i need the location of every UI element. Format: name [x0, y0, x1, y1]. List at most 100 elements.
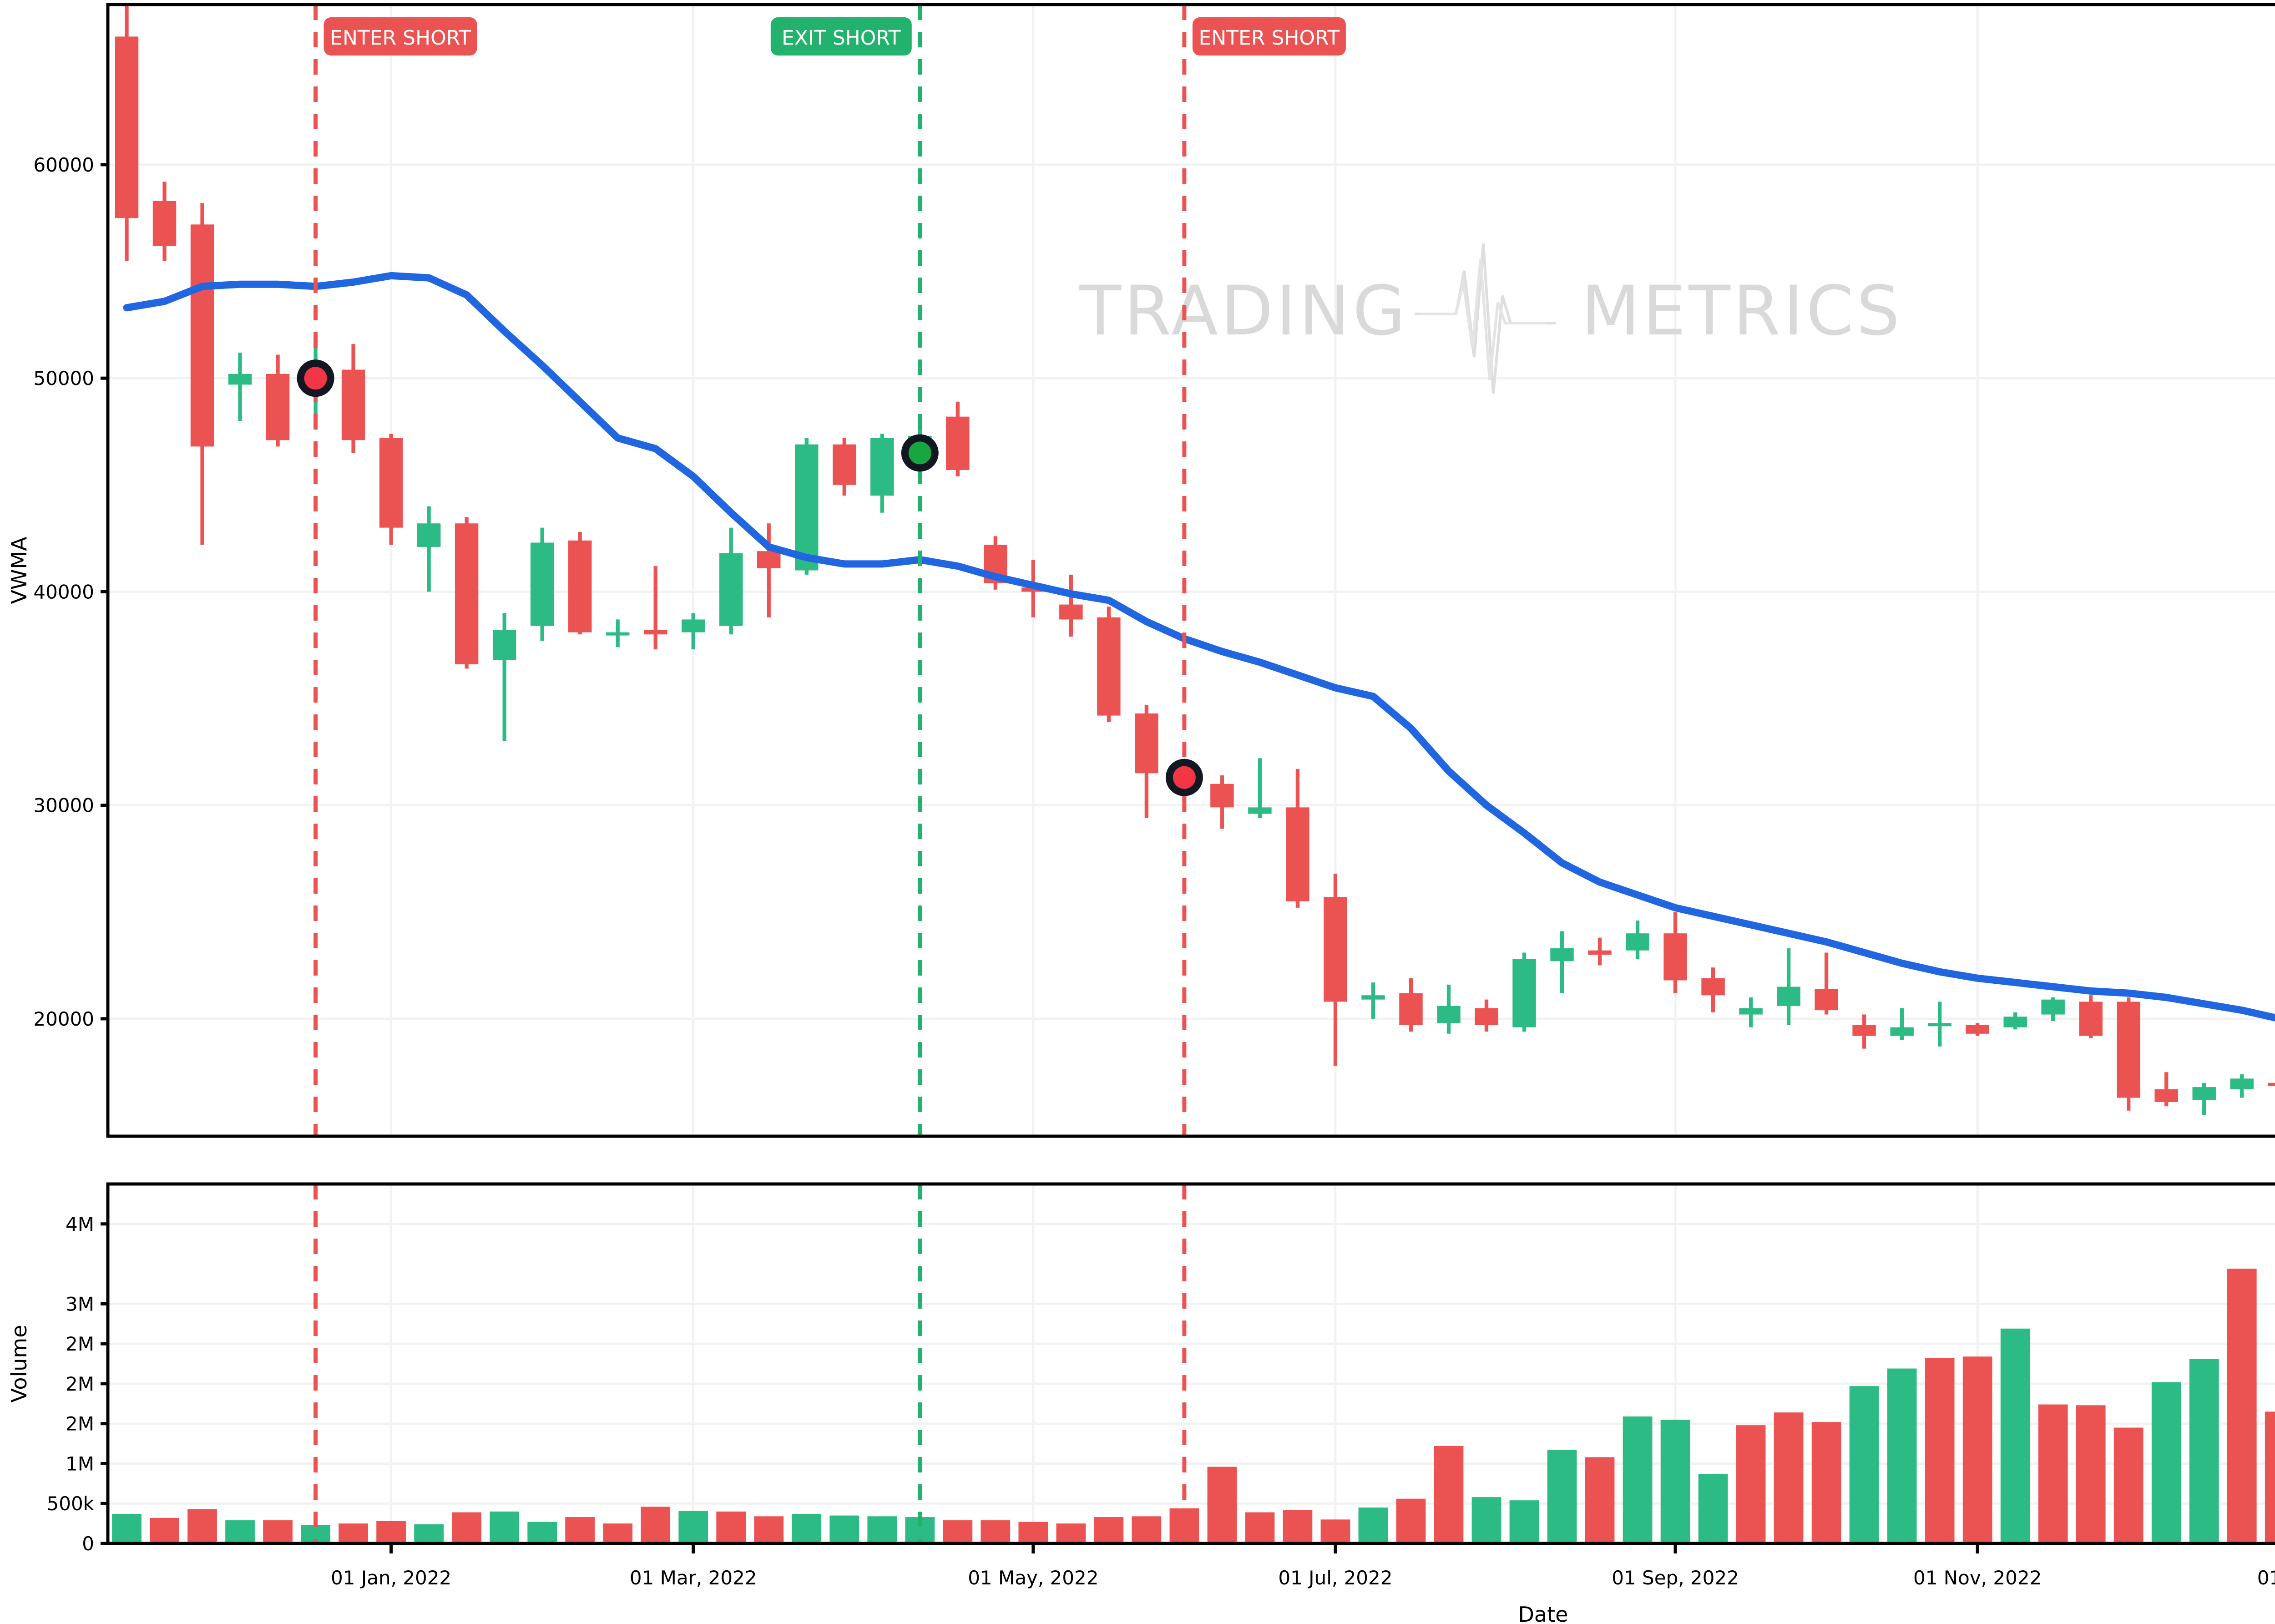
- candle-body: [1815, 989, 1838, 1011]
- candle-body: [719, 553, 743, 626]
- volume-bar: [2038, 1404, 2068, 1543]
- enter-short-badge[interactable]: ENTER SHORT: [1192, 17, 1346, 56]
- volume-bar: [1283, 1510, 1313, 1543]
- volume-bar: [1245, 1512, 1275, 1543]
- y-tick-label: 60000: [33, 154, 94, 176]
- candle-body: [455, 523, 479, 664]
- candlesticks: [115, 5, 2275, 1115]
- y-tick-label: 2M: [66, 1413, 94, 1435]
- x-tick-label: 01 Jul, 2022: [1278, 1567, 1392, 1589]
- volume-bar: [150, 1518, 179, 1543]
- candle-body: [681, 619, 705, 632]
- volume-bar: [527, 1522, 557, 1543]
- volume-bar: [943, 1520, 973, 1543]
- candle-body: [2154, 1089, 2178, 1102]
- candle-body: [1324, 897, 1347, 1002]
- candle-body: [1248, 807, 1272, 814]
- y-tick-label: 0: [82, 1533, 94, 1555]
- candle-body: [1928, 1023, 1951, 1027]
- candle-body: [1437, 1006, 1461, 1023]
- y-tick-label: 1M: [66, 1452, 94, 1475]
- badge-label: ENTER SHORT: [1198, 26, 1340, 50]
- watermark-text-left: TRADING: [1079, 272, 1408, 351]
- candle-body: [2117, 1002, 2140, 1098]
- candle-body: [1852, 1025, 1876, 1036]
- candle-body: [152, 201, 177, 246]
- candle-body: [1286, 807, 1309, 901]
- x-tick-label: 01 Jan, 2022: [331, 1567, 451, 1589]
- y-tick-label: 50000: [33, 367, 94, 390]
- volume-bar: [1736, 1425, 1766, 1543]
- candle-body: [1777, 987, 1800, 1006]
- volume-bar: [565, 1517, 595, 1543]
- volume-bar: [225, 1520, 255, 1543]
- candle-body: [228, 374, 252, 385]
- x-tick-label: 01 Jan, 2023: [2257, 1567, 2275, 1589]
- candle-body: [417, 523, 441, 547]
- volume-bar: [641, 1507, 671, 1543]
- badge-label: ENTER SHORT: [330, 26, 471, 50]
- y-tick-label: 3M: [66, 1293, 94, 1315]
- y-tick-label: 30000: [33, 794, 94, 817]
- pulse-logo-icon: [1420, 259, 1546, 380]
- candle-body: [795, 444, 819, 571]
- volume-bar: [1849, 1386, 1879, 1543]
- candle-body: [2268, 1083, 2275, 1086]
- badge-background: [324, 17, 477, 56]
- vwma-line: [123, 272, 2275, 1022]
- volume-bar: [2227, 1269, 2257, 1543]
- volume-axis-title: Volume: [7, 1325, 31, 1402]
- candle-body: [606, 632, 630, 636]
- x-axis: 01 Jan, 2022 01 Mar, 2022 01 May, 2022 01 J…: [331, 1543, 2275, 1589]
- volume-bar: [2076, 1405, 2106, 1543]
- candle-body: [530, 542, 554, 626]
- volume-bar: [981, 1520, 1011, 1543]
- candle-body: [1966, 1025, 1989, 1034]
- y-tick-label: 2M: [66, 1333, 94, 1355]
- candle-body: [266, 374, 290, 440]
- x-tick-label: 01 May, 2022: [968, 1567, 1098, 1589]
- volume-bar: [1547, 1450, 1577, 1543]
- volume-bar: [187, 1509, 217, 1543]
- volume-bar: [376, 1521, 406, 1543]
- exit-short-badge[interactable]: EXIT SHORT: [770, 17, 912, 56]
- price-axis-title: VWMA: [7, 536, 31, 604]
- volume-bar: [1925, 1358, 1955, 1543]
- candle-body: [643, 630, 667, 635]
- candle-body: [1475, 1008, 1498, 1025]
- watermark: TRADING METRICS: [1079, 243, 1902, 394]
- x-tick-label: 01 Nov, 2022: [1913, 1567, 2042, 1589]
- volume-bar: [1018, 1522, 1048, 1543]
- y-tick-label: 40000: [33, 581, 94, 603]
- exit-short-marker: [908, 441, 931, 465]
- candle-body: [492, 630, 516, 660]
- volume-bar: [829, 1515, 859, 1543]
- y-tick-label: 2M: [66, 1373, 94, 1395]
- candle-body: [1890, 1027, 1914, 1036]
- candle-body: [1059, 604, 1083, 620]
- volume-bar: [263, 1520, 293, 1543]
- volume-bar: [867, 1516, 897, 1543]
- volume-bar: [339, 1523, 368, 1543]
- price-panel-background: [108, 5, 2275, 1136]
- candle-body: [341, 369, 365, 440]
- watermark-text-right: METRICS: [1581, 272, 1902, 351]
- volume-bar: [1811, 1422, 1841, 1543]
- candle-body: [190, 224, 214, 447]
- candle-body: [1399, 993, 1423, 1025]
- price-panel-frame: [106, 3, 2275, 1138]
- enter-short-marker: [304, 367, 327, 390]
- candle-body: [2079, 1002, 2103, 1036]
- candle-body: [1626, 933, 1649, 951]
- enter-short-badge[interactable]: ENTER SHORT: [324, 17, 477, 56]
- volume-bar: [1698, 1474, 1728, 1543]
- volume-bar: [1509, 1500, 1539, 1543]
- badge-background: [770, 17, 912, 56]
- badge-label: EXIT SHORT: [782, 26, 901, 50]
- volume-bar: [1774, 1412, 1804, 1543]
- volume-bar: [1887, 1368, 1917, 1543]
- candle-body: [2003, 1017, 2027, 1027]
- candle-body: [946, 416, 970, 470]
- volume-bar: [1320, 1519, 1350, 1543]
